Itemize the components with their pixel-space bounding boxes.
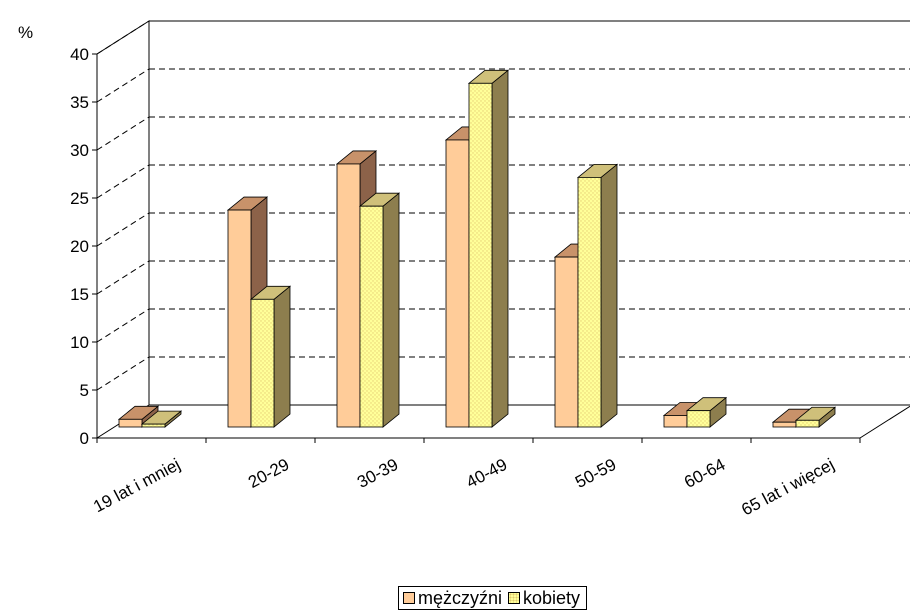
gridline-side: [96, 116, 150, 151]
y-tick-label: 5: [80, 381, 89, 400]
x-category-label: 50-59: [572, 455, 619, 492]
x-category-label: 40-49: [463, 455, 510, 492]
legend-item-men: mężczyźni: [403, 588, 502, 609]
bar-men: [663, 415, 688, 428]
bar-women: [141, 423, 166, 428]
bar-men: [554, 256, 579, 428]
x-category-label: 20-29: [245, 455, 292, 492]
bar-women: [250, 298, 275, 428]
gridlines: [96, 20, 910, 391]
y-tick-label: 40: [70, 45, 89, 64]
bar-women: [577, 176, 602, 428]
gridline-side: [96, 164, 150, 199]
legend-label-women: kobiety: [523, 587, 581, 608]
bar-women: [359, 205, 384, 428]
bars: [117, 69, 837, 428]
gridline-side: [96, 260, 150, 295]
y-tick-label: 0: [80, 429, 89, 448]
bar-side-women: [382, 192, 400, 428]
bar-women: [795, 419, 820, 428]
bar-men: [227, 209, 252, 428]
y-tick-label: 25: [70, 189, 89, 208]
y-tick-label: 10: [70, 333, 89, 352]
x-category-label: 65 lat i więcej: [738, 455, 837, 520]
legend-swatch-men: [403, 592, 415, 604]
bar-men: [772, 421, 797, 428]
bar-side-women: [600, 163, 618, 428]
bar-men: [118, 418, 143, 428]
gridline-side: [96, 68, 150, 103]
legend-item-women: kobiety: [508, 588, 580, 609]
legend-swatch-women: [508, 592, 521, 604]
y-tick-label: 15: [70, 285, 89, 304]
y-tick-label: 30: [70, 141, 89, 160]
legend: mężczyźni kobiety: [398, 586, 588, 610]
y-tick-label: 20: [70, 237, 89, 256]
x-category-label: 60-64: [681, 455, 728, 492]
bar-women: [686, 410, 711, 428]
floor-right-edge: [859, 405, 910, 439]
bar-men: [445, 139, 470, 428]
x-category-label: 19 lat i mniej: [90, 455, 183, 517]
y-unit-label: %: [18, 23, 33, 42]
gridline-side: [96, 212, 150, 247]
gridline-side: [96, 20, 150, 55]
chart: 0 5 10 15 20 25 30 35 40 19 lat i mniej 20-29 30-39…: [18, 20, 910, 520]
y-tick-label: 35: [70, 93, 89, 112]
bar-side-women: [273, 285, 291, 428]
gridline-side: [96, 308, 150, 343]
legend-label-men: mężczyźni: [418, 587, 503, 608]
bar-men: [336, 163, 361, 428]
bar-women: [468, 82, 493, 428]
gridline-side: [96, 356, 150, 391]
bar-side-women: [491, 69, 509, 428]
x-category-label: 30-39: [354, 455, 401, 492]
